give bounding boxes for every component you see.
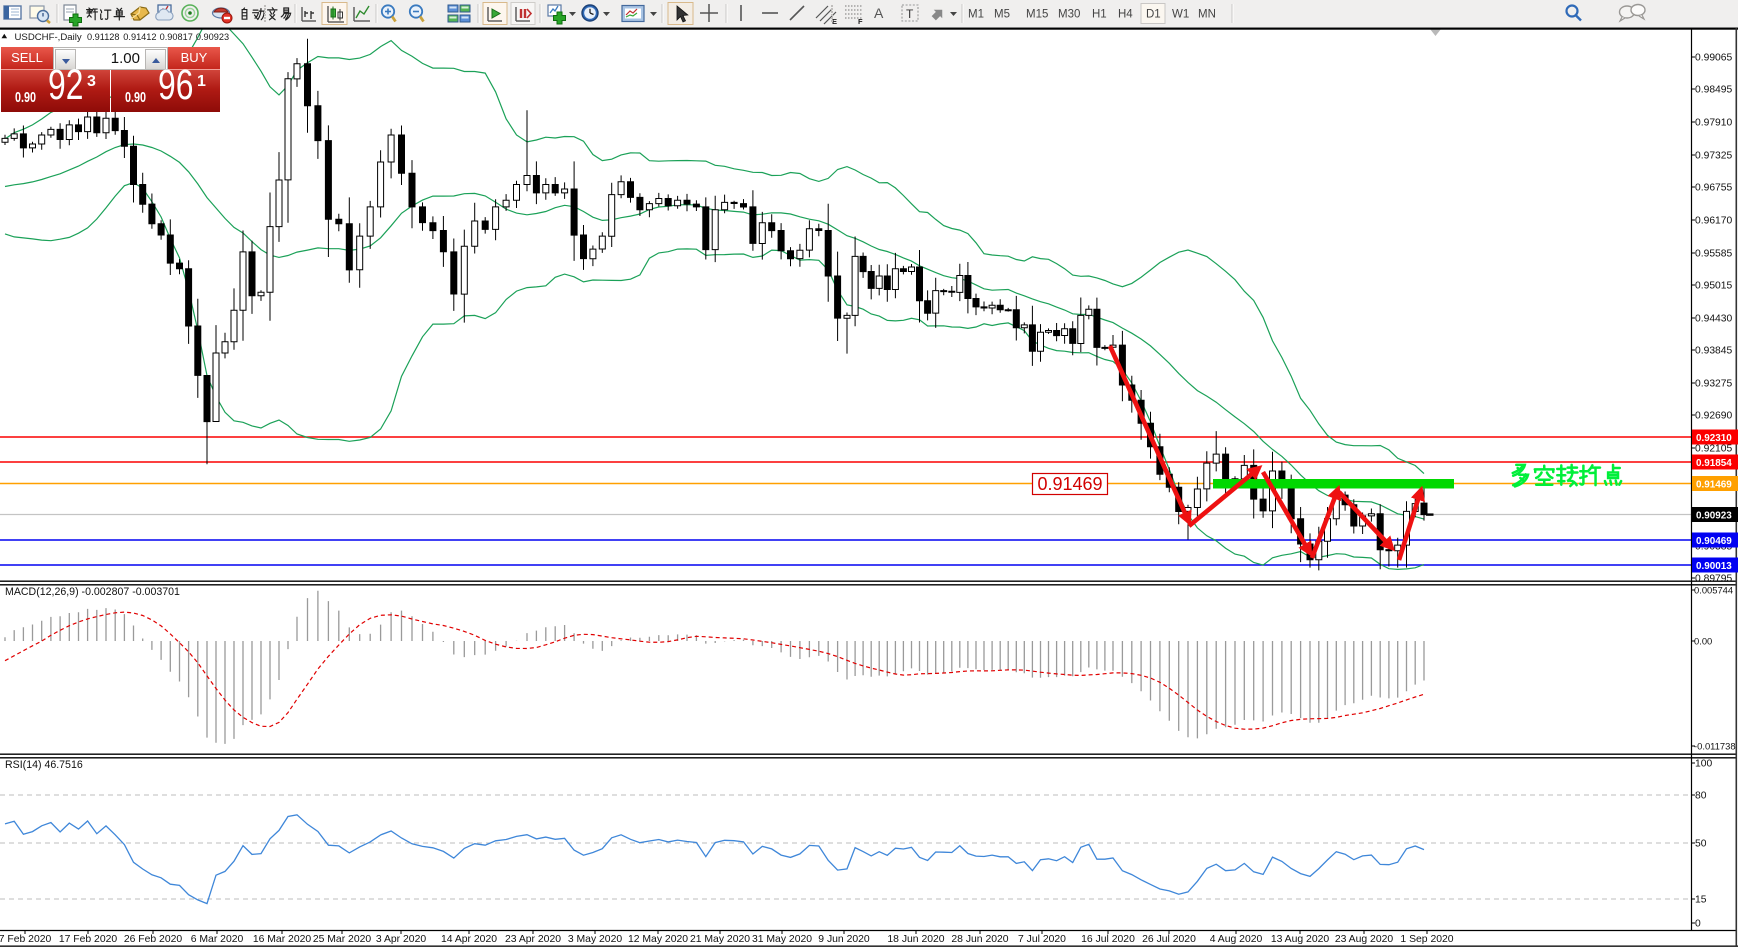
svg-text:0.91128: 0.91128 bbox=[87, 32, 120, 42]
svg-text:MACD(12,26,9) -0.002807 -0.003: MACD(12,26,9) -0.002807 -0.003701 bbox=[5, 586, 180, 598]
svg-text:1 Sep 2020: 1 Sep 2020 bbox=[1400, 934, 1453, 945]
svg-text:0.005744: 0.005744 bbox=[1694, 584, 1733, 595]
svg-text:26 Jul 2020: 26 Jul 2020 bbox=[1142, 934, 1196, 945]
svg-text:7 Jul 2020: 7 Jul 2020 bbox=[1018, 934, 1066, 945]
svg-text:0.92690: 0.92690 bbox=[1695, 411, 1732, 422]
svg-text:0.94430: 0.94430 bbox=[1695, 314, 1732, 325]
svg-text:50: 50 bbox=[1695, 839, 1707, 850]
svg-text:0.97910: 0.97910 bbox=[1695, 118, 1732, 129]
svg-text:0.96170: 0.96170 bbox=[1695, 216, 1732, 227]
svg-text:0.90013: 0.90013 bbox=[1696, 561, 1732, 572]
svg-text:0.91854: 0.91854 bbox=[1696, 458, 1732, 469]
svg-text:0.90469: 0.90469 bbox=[1696, 536, 1732, 547]
svg-text:0.96755: 0.96755 bbox=[1695, 183, 1732, 194]
svg-text:23 Aug 2020: 23 Aug 2020 bbox=[1335, 934, 1394, 945]
svg-text:MN: MN bbox=[1198, 9, 1216, 21]
svg-text:H4: H4 bbox=[1118, 9, 1133, 21]
svg-text:F: F bbox=[858, 17, 863, 26]
svg-text:16 Mar 2020: 16 Mar 2020 bbox=[253, 934, 312, 945]
svg-text:25 Mar 2020: 25 Mar 2020 bbox=[313, 934, 372, 945]
svg-text:3 May 2020: 3 May 2020 bbox=[568, 934, 623, 945]
svg-text:0.92105: 0.92105 bbox=[1695, 444, 1732, 455]
svg-text:-0.011738: -0.011738 bbox=[1694, 740, 1736, 751]
svg-text:26 Feb 2020: 26 Feb 2020 bbox=[124, 934, 183, 945]
svg-text:17 Feb 2020: 17 Feb 2020 bbox=[59, 934, 118, 945]
svg-text:0.93275: 0.93275 bbox=[1695, 379, 1732, 390]
svg-text:23 Apr 2020: 23 Apr 2020 bbox=[505, 934, 561, 945]
svg-text:M15: M15 bbox=[1026, 9, 1048, 21]
svg-text:M30: M30 bbox=[1058, 9, 1080, 21]
svg-text:0.98495: 0.98495 bbox=[1695, 85, 1732, 96]
svg-text:D1: D1 bbox=[1146, 9, 1161, 21]
svg-text:0: 0 bbox=[1695, 919, 1701, 930]
svg-text:16 Jul 2020: 16 Jul 2020 bbox=[1081, 934, 1135, 945]
svg-text:A: A bbox=[874, 5, 884, 21]
svg-text:M1: M1 bbox=[968, 9, 984, 21]
svg-text:28 Jun 2020: 28 Jun 2020 bbox=[951, 934, 1008, 945]
svg-text:USDCHF-,Daily: USDCHF-,Daily bbox=[15, 32, 82, 43]
svg-text:3 Apr 2020: 3 Apr 2020 bbox=[376, 934, 426, 945]
svg-text:0.90923: 0.90923 bbox=[196, 32, 229, 42]
svg-text:M5: M5 bbox=[994, 9, 1010, 21]
svg-text:6 Mar 2020: 6 Mar 2020 bbox=[191, 934, 244, 945]
svg-text:15: 15 bbox=[1695, 895, 1707, 906]
svg-text:0.97325: 0.97325 bbox=[1695, 151, 1732, 162]
svg-text:T: T bbox=[906, 7, 914, 21]
svg-text:4 Aug 2020: 4 Aug 2020 bbox=[1210, 934, 1263, 945]
svg-text:13 Aug 2020: 13 Aug 2020 bbox=[1271, 934, 1330, 945]
svg-text:0.91469: 0.91469 bbox=[1037, 474, 1102, 494]
svg-text:14 Apr 2020: 14 Apr 2020 bbox=[441, 934, 497, 945]
svg-text:0.90817: 0.90817 bbox=[160, 32, 193, 42]
svg-text:0.89795: 0.89795 bbox=[1695, 574, 1732, 585]
svg-text:80: 80 bbox=[1695, 791, 1707, 802]
svg-text:RSI(14) 46.7516: RSI(14) 46.7516 bbox=[5, 759, 83, 771]
svg-text:18 Jun 2020: 18 Jun 2020 bbox=[887, 934, 944, 945]
svg-text:31 May 2020: 31 May 2020 bbox=[752, 934, 812, 945]
svg-text:0.91469: 0.91469 bbox=[1696, 479, 1732, 490]
svg-text:W1: W1 bbox=[1172, 9, 1189, 21]
svg-text:0.92310: 0.92310 bbox=[1696, 433, 1732, 444]
svg-text:0.95585: 0.95585 bbox=[1695, 249, 1732, 260]
svg-text:E: E bbox=[832, 17, 837, 26]
svg-text:0.00: 0.00 bbox=[1694, 635, 1712, 646]
svg-text:12 May 2020: 12 May 2020 bbox=[628, 934, 688, 945]
svg-text:0.95015: 0.95015 bbox=[1695, 281, 1732, 292]
svg-text:0.93845: 0.93845 bbox=[1695, 346, 1732, 357]
svg-text:7 Feb 2020: 7 Feb 2020 bbox=[0, 934, 52, 945]
svg-text:100: 100 bbox=[1695, 759, 1712, 770]
svg-text:0.91412: 0.91412 bbox=[123, 32, 156, 42]
svg-text:H1: H1 bbox=[1092, 9, 1107, 21]
svg-text:21 May 2020: 21 May 2020 bbox=[690, 934, 750, 945]
svg-text:0.99065: 0.99065 bbox=[1695, 53, 1732, 64]
svg-text:0.90923: 0.90923 bbox=[1696, 510, 1732, 521]
svg-text:9 Jun 2020: 9 Jun 2020 bbox=[818, 934, 870, 945]
